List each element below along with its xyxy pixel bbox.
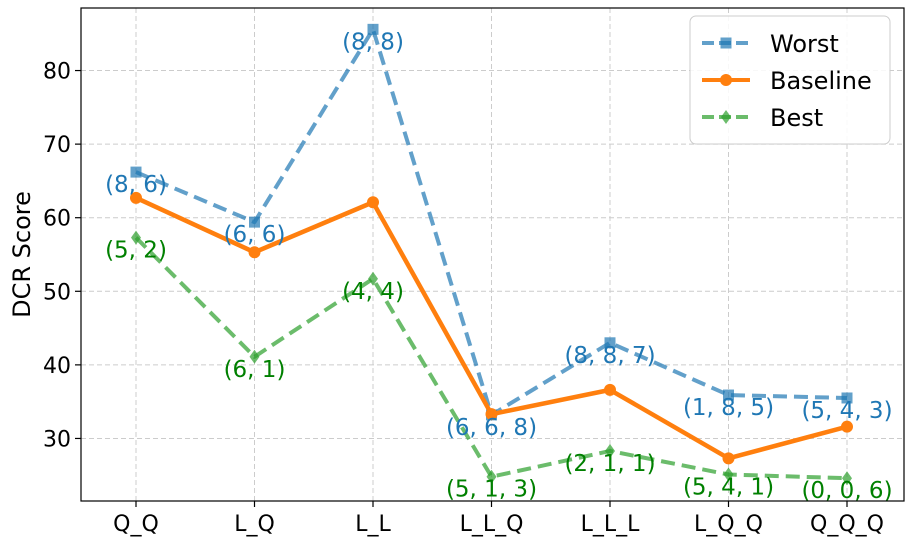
annotation-worst: (8, 8, 7) <box>564 343 655 369</box>
point-worst <box>723 389 734 401</box>
point-worst <box>130 166 142 178</box>
legend-item-baseline: Baseline <box>702 67 872 95</box>
legend-item-best: Best <box>702 104 823 132</box>
point-baseline <box>367 196 379 209</box>
point-best <box>723 467 734 482</box>
annotation-best: (6, 1) <box>224 357 286 383</box>
annotation-best: (5, 4, 1) <box>683 475 774 501</box>
point-best <box>605 443 615 458</box>
legend-item-worst: Worst <box>702 30 839 58</box>
plot-frame <box>80 7 905 502</box>
annotation-layer: (8, 6) (6, 6) (8, 8) (6, 6, 8) (8, 8, 7) (1, … <box>105 29 892 504</box>
point-worst <box>841 392 853 404</box>
x-tick-label: L_L <box>355 512 391 537</box>
point-best <box>486 469 497 484</box>
annotation-worst: (1, 8, 5) <box>683 395 774 421</box>
legend: Worst Baseline Best <box>689 15 891 145</box>
legend-marker-baseline <box>720 74 732 86</box>
series-layer <box>130 23 853 486</box>
annotation-best: (5, 2) <box>105 238 167 264</box>
y-tick-label: 80 <box>43 60 71 85</box>
x-tick-label: L_L_Q <box>460 512 524 537</box>
axes: Q_Q L_Q L_L L_L_Q L_L_L L_Q_Q Q_Q_Q 30 40 50 60 70 8… <box>43 7 905 537</box>
series-best <box>131 230 852 486</box>
y-tick-label: 40 <box>43 354 71 379</box>
y-tick-label: 60 <box>43 207 71 232</box>
legend-box <box>689 15 891 145</box>
annotation-worst: (8, 8) <box>342 29 404 55</box>
point-baseline <box>841 420 853 433</box>
point-worst <box>604 337 616 349</box>
point-best <box>131 230 141 245</box>
y-axis-title: DCR Score <box>8 191 36 318</box>
x-tick-label: L_Q <box>234 512 275 537</box>
x-tick-label: L_L_L <box>581 512 641 537</box>
y-tick-label: 70 <box>43 133 71 158</box>
annotation-best: (0, 0, 6) <box>801 478 892 504</box>
point-worst <box>249 216 260 228</box>
point-baseline <box>604 383 616 396</box>
x-tick-label: Q_Q <box>113 512 159 537</box>
x-tick-label: L_Q_Q <box>694 512 763 537</box>
legend-label-worst: Worst <box>770 30 839 58</box>
x-tick-label: Q_Q_Q <box>810 512 884 537</box>
point-best <box>368 271 378 286</box>
legend-label-best: Best <box>770 104 823 132</box>
annotation-worst: (5, 4, 3) <box>801 398 892 424</box>
legend-marker-best <box>721 110 731 124</box>
point-baseline <box>248 246 261 259</box>
y-tick-label: 30 <box>43 427 71 452</box>
annotation-worst: (8, 6) <box>105 172 167 198</box>
annotation-worst: (6, 6) <box>224 222 286 248</box>
legend-marker-worst <box>720 37 732 49</box>
point-baseline <box>722 452 735 465</box>
point-best <box>249 349 260 364</box>
series-baseline <box>130 191 853 465</box>
point-worst <box>367 23 379 35</box>
point-baseline <box>130 191 142 204</box>
legend-label-baseline: Baseline <box>770 67 872 95</box>
grid-lines <box>81 8 904 501</box>
annotation-best: (5, 1, 3) <box>446 477 537 503</box>
annotation-best: (2, 1, 1) <box>564 451 655 477</box>
point-baseline <box>485 408 498 421</box>
annotation-best: (4, 4) <box>342 279 404 305</box>
annotation-worst: (6, 6, 8) <box>446 415 537 441</box>
point-best <box>842 471 852 486</box>
y-tick-label: 50 <box>43 280 71 305</box>
